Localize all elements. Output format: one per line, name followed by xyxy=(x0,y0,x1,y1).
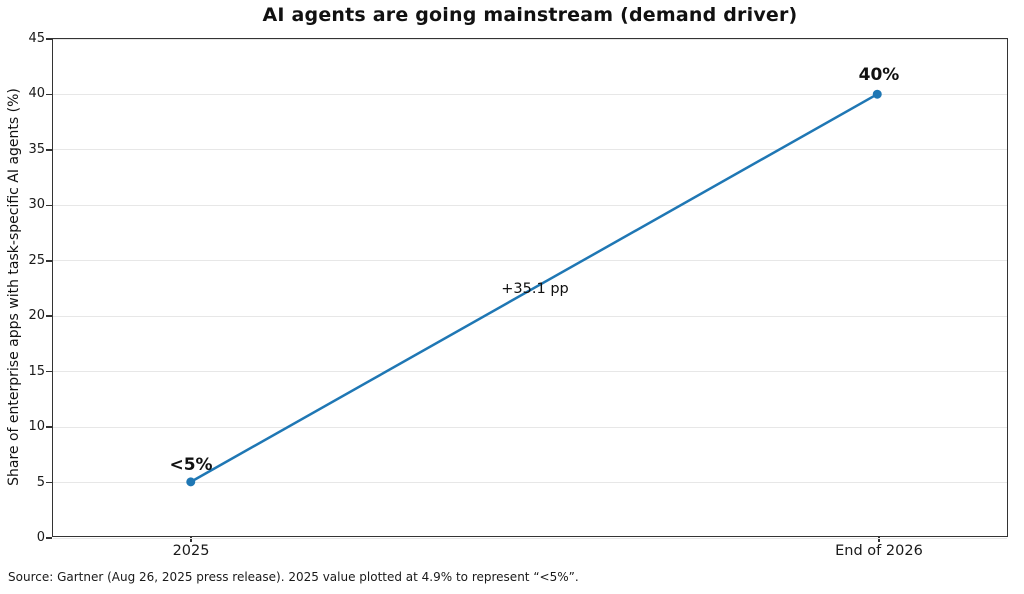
y-tick-mark xyxy=(46,370,52,373)
y-tick-label: 35 xyxy=(28,141,45,157)
grid-line xyxy=(53,260,1007,262)
x-tick-mark xyxy=(190,536,192,542)
y-tick-label: 30 xyxy=(28,197,45,213)
y-tick-mark xyxy=(46,481,52,484)
data-point-marker xyxy=(186,477,196,487)
y-tick-mark xyxy=(46,38,52,40)
y-tick-mark xyxy=(46,315,52,317)
source-footnote: Source: Gartner (Aug 26, 2025 press rele… xyxy=(8,570,579,584)
grid-line xyxy=(53,315,1007,317)
y-tick-mark xyxy=(46,260,52,262)
grid-line xyxy=(53,204,1007,206)
grid-line xyxy=(53,38,1007,40)
y-tick-label: 40 xyxy=(28,86,45,102)
grid-line xyxy=(53,426,1007,428)
y-tick-mark xyxy=(46,149,52,151)
grid-line xyxy=(53,93,1007,95)
y-tick-mark xyxy=(46,204,52,207)
grid-line xyxy=(53,371,1007,373)
delta-annotation: +35.1 pp xyxy=(501,281,569,298)
point-value-label: <5% xyxy=(169,454,213,475)
series-line xyxy=(190,93,878,483)
grid-line xyxy=(53,149,1007,151)
y-tick-mark xyxy=(46,93,52,96)
y-tick-label: 10 xyxy=(28,419,45,435)
y-tick-label: 15 xyxy=(28,363,45,379)
y-tick-mark xyxy=(46,537,52,539)
y-tick-label: 45 xyxy=(28,31,45,46)
plot-area: +35.1 pp 0 5 10 15 20 25 30 35 40 45 2025 End of 20… xyxy=(28,31,1008,559)
x-tick-label: 2025 xyxy=(172,543,210,559)
grid-line xyxy=(53,537,1007,539)
y-tick-label: 0 xyxy=(36,530,45,545)
y-tick-mark xyxy=(46,426,52,428)
x-tick-label: End of 2026 xyxy=(835,543,923,559)
y-tick-label: 5 xyxy=(36,474,45,490)
line-series xyxy=(186,89,882,487)
y-tick-label: 20 xyxy=(28,308,45,324)
data-point-marker xyxy=(872,89,882,99)
x-tick-mark xyxy=(878,536,880,542)
y-tick-label: 25 xyxy=(28,252,45,268)
chart-title: AI agents are going mainstream (demand d… xyxy=(262,4,798,26)
point-value-label: 40% xyxy=(858,65,900,86)
grid-line xyxy=(53,482,1007,484)
